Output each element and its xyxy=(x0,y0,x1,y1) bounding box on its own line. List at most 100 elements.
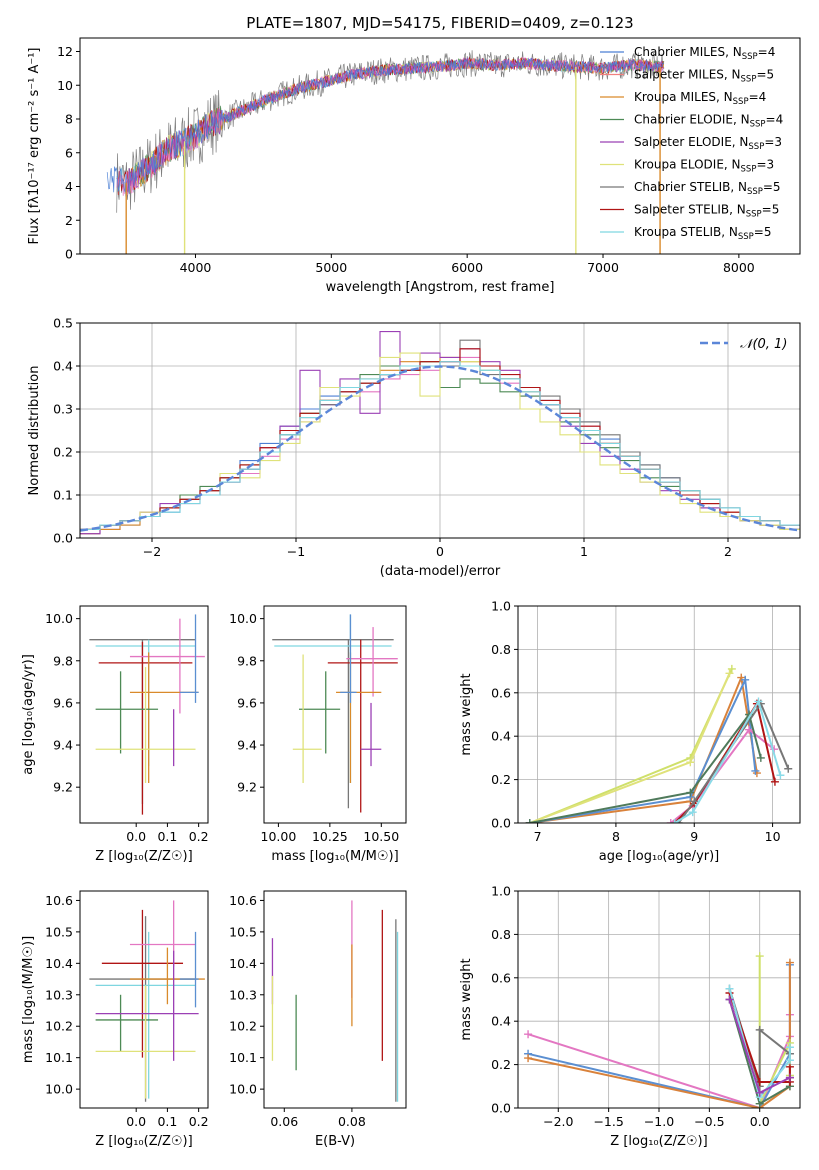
weight-marker xyxy=(688,808,697,817)
plot-area xyxy=(272,614,398,813)
y-tick-label: 10.0 xyxy=(45,611,73,626)
y-tick-label: 0.6 xyxy=(491,685,511,700)
weight-marker xyxy=(776,771,785,780)
x-tick-label: 8 xyxy=(612,829,620,844)
y-tick-label: 9.8 xyxy=(237,653,257,668)
errorbar-point xyxy=(298,671,341,754)
legend-subscript: SSP xyxy=(746,210,762,220)
weight-marker xyxy=(755,1088,764,1097)
y-tick-label: 10.2 xyxy=(229,1019,257,1034)
x-tick-label: −1 xyxy=(287,544,305,559)
y-tick-label: 0.4 xyxy=(491,1014,511,1029)
x-tick-label: 0.0 xyxy=(126,829,146,844)
legend-value: =4 xyxy=(766,113,784,127)
plot-area xyxy=(89,900,205,1102)
errorbar-point xyxy=(336,652,382,783)
x-tick-label: 1 xyxy=(580,544,588,559)
weight-marker xyxy=(725,984,734,993)
weight-marker xyxy=(755,1025,764,1034)
errorbar-point xyxy=(98,641,193,815)
errorbar-point xyxy=(360,702,382,767)
y-tick-label: 10.0 xyxy=(45,1082,73,1097)
x-tick-label: 4000 xyxy=(180,260,212,275)
errorbar-point xyxy=(95,671,159,754)
errorbar-point xyxy=(179,614,199,703)
weight-marker xyxy=(670,819,679,823)
x-tick-label: 0.08 xyxy=(338,1114,366,1129)
x-tick-label: 7000 xyxy=(587,260,619,275)
y-tick-label: 10.6 xyxy=(229,893,257,908)
x-tick-label: −1.0 xyxy=(644,1114,674,1129)
legend-subscript: SSP xyxy=(748,142,764,152)
age-mass-weight-plot: 7 8 9 10 0.0 0.2 0.4 0.6 0.8 1.0 age [log₁₀(age/yr… xyxy=(459,599,801,864)
legend-subscript: SSP xyxy=(741,165,757,175)
y-tick-label: 2 xyxy=(65,213,73,228)
y-tick-label: 10.6 xyxy=(45,893,73,908)
legend-label: Salpeter MILES, NSSP=5 xyxy=(634,68,774,85)
y-tick-label: 0.8 xyxy=(491,642,511,657)
y-tick-label: 10.3 xyxy=(229,987,257,1002)
weight-marker xyxy=(784,764,793,773)
weight-series xyxy=(725,984,794,1102)
spectrum-line xyxy=(127,57,665,192)
x-tick-label: 10.00 xyxy=(261,829,297,844)
legend-label: Kroupa MILES, NSSP=4 xyxy=(634,90,766,107)
x-axis-label: age [log₁₀(age/yr)] xyxy=(599,849,720,864)
y-axis-label: mass weight xyxy=(459,958,474,1040)
y-tick-label: 8 xyxy=(65,112,73,127)
figure-title: PLATE=1807, MJD=54175, FIBERID=0409, z=0… xyxy=(246,14,633,32)
plot-area xyxy=(525,664,793,823)
legend-value: =5 xyxy=(756,68,774,82)
weight-series xyxy=(725,995,794,1097)
errorbar-point xyxy=(129,947,205,1005)
y-axis-label: mass [log₁₀(M/M☉)] xyxy=(21,936,36,1063)
errorbar-point xyxy=(129,652,199,783)
weight-marker xyxy=(785,1043,794,1052)
y-tick-label: 0 xyxy=(65,247,73,262)
weight-marker xyxy=(756,753,765,762)
legend-value: =4 xyxy=(749,90,767,104)
weight-marker xyxy=(725,995,734,1004)
weight-line xyxy=(670,728,775,823)
errorbar-point xyxy=(129,900,196,967)
weight-marker xyxy=(745,725,754,734)
metallicity-mass-errorbar-plot: 0.0 0.1 0.2 10.0 10.1 10.2 10.3 10.4 10.5 10.6 Z [… xyxy=(21,890,209,1149)
x-tick-label: 0.2 xyxy=(189,829,209,844)
y-tick-label: 9.4 xyxy=(237,738,257,753)
y-tick-label: 0.2 xyxy=(53,445,73,460)
axes-frame xyxy=(79,605,209,824)
weight-line xyxy=(527,962,791,1108)
legend-value: =5 xyxy=(763,180,781,194)
y-axis-label: Normed distribution xyxy=(27,366,42,496)
y-tick-label: 10.0 xyxy=(229,611,257,626)
spectrum-line xyxy=(116,50,664,213)
y-tick-label: 0.2 xyxy=(491,1057,511,1072)
legend-subscript: SSP xyxy=(738,232,754,242)
legend-subscript: SSP xyxy=(747,187,763,197)
errorbar-point xyxy=(327,639,398,813)
y-tick-label: 10.4 xyxy=(45,956,73,971)
y-tick-label: 12 xyxy=(57,44,73,59)
weight-line xyxy=(674,699,782,823)
y-tick-label: 0.2 xyxy=(491,772,511,787)
y-tick-label: 1.0 xyxy=(491,599,511,614)
legend-label: Chabrier STELIB, NSSP=5 xyxy=(634,180,781,197)
weight-marker xyxy=(755,952,764,961)
weight-line xyxy=(529,712,762,823)
errorbar-point xyxy=(179,931,199,1008)
mass-age-errorbar-plot: 10.00 10.25 10.50 9.2 9.4 9.6 9.8 10.0 mass [log… xyxy=(229,605,407,864)
x-tick-label: −0.5 xyxy=(694,1114,724,1129)
legend-label: Salpeter ELODIE, NSSP=3 xyxy=(634,135,782,152)
y-axis-label: Flux [fλ10⁻¹⁷ erg cm⁻² s⁻¹ A⁻¹] xyxy=(27,48,42,245)
x-tick-label: −2.0 xyxy=(543,1114,573,1129)
y-tick-label: 10.1 xyxy=(229,1050,257,1065)
weight-marker xyxy=(690,797,699,806)
legend-value: =5 xyxy=(754,225,772,239)
legend-label: Chabrier ELODIE, NSSP=4 xyxy=(634,113,783,130)
legend-value: =3 xyxy=(764,135,782,149)
x-tick-label: 0.1 xyxy=(157,829,177,844)
axes-frame xyxy=(79,37,801,255)
x-tick-label: 10.50 xyxy=(363,829,399,844)
y-tick-label: 4 xyxy=(65,179,73,194)
